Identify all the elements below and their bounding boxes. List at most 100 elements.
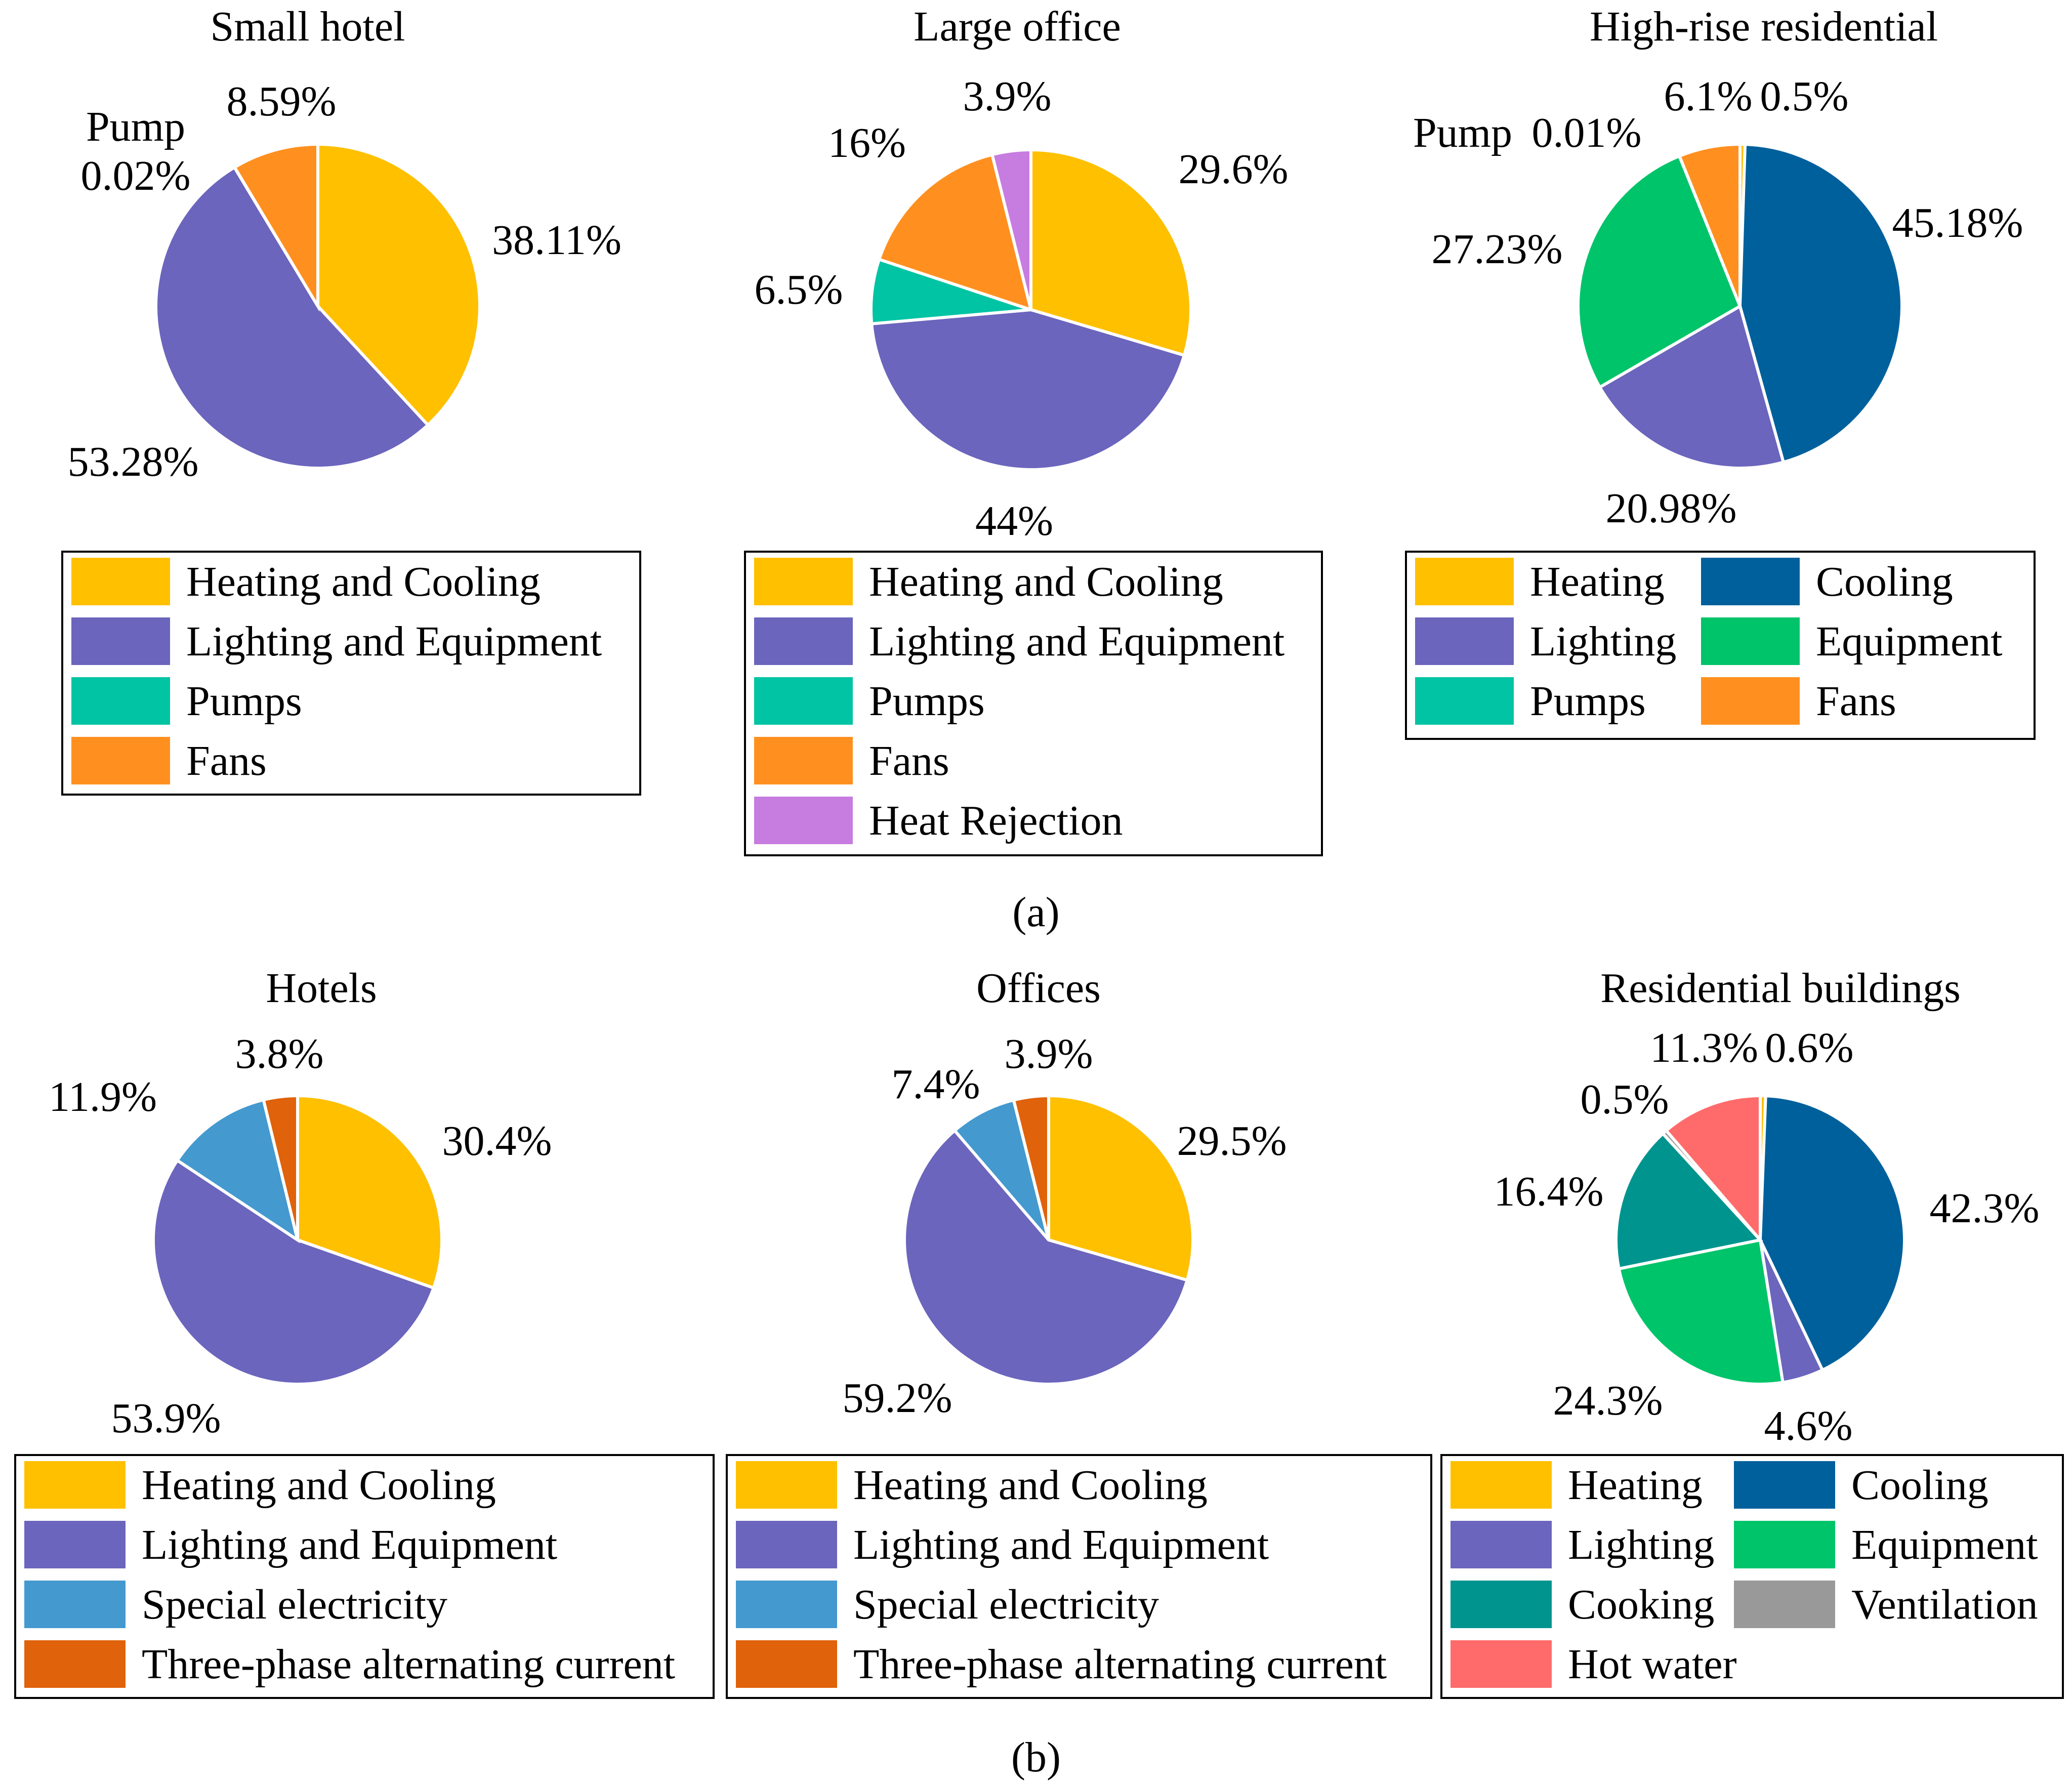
legend-label: Three-phase alternating current	[142, 1641, 675, 1688]
slice-value-label: 29.6%	[1179, 146, 1289, 193]
slice-value-label: 16%	[828, 119, 906, 167]
legend-label: Equipment	[1816, 618, 2003, 665]
legend-swatch-pumps	[754, 677, 853, 725]
charts-layer: Small hotel 38.11% 53.28% 0.02% 8.59% Pump Hea…	[14, 3, 2064, 1699]
legend-swatch-ventilation	[1734, 1581, 1835, 1628]
legend-swatch-heat-rejection	[754, 797, 853, 844]
slice-value-label: 7.4%	[892, 1061, 980, 1108]
legend-label: Heating and Cooling	[869, 558, 1223, 605]
slice-value-label: 38.11%	[492, 217, 621, 264]
slice-value-label: 44%	[975, 497, 1053, 545]
legend-swatch-special-electricity	[24, 1581, 126, 1628]
pie-slice-lighting	[1597, 304, 1786, 470]
legend-label: Lighting and Equipment	[186, 618, 602, 665]
chart-title: High-rise residential	[1590, 3, 1938, 50]
legend-swatch-fans	[754, 737, 853, 784]
pie-slice-special-electricity	[175, 1098, 300, 1243]
legend-swatch-fans	[71, 737, 170, 784]
chart-title: Large office	[914, 3, 1121, 50]
slice-value-label: 0.5%	[1581, 1076, 1669, 1123]
legend-swatch-hot-water	[1451, 1640, 1552, 1688]
pie-slice-three-phase-alternating-current	[1012, 1094, 1050, 1240]
slice-value-label: 8.59%	[227, 78, 337, 125]
legend-swatch-special-electricity	[736, 1581, 837, 1628]
legend: Heating and Cooling Lighting and Equipmen…	[14, 1454, 715, 1699]
pie-slice-cooking	[1614, 1131, 1763, 1271]
slice-value-label: 42.3%	[1930, 1185, 2040, 1232]
legend: Heating Cooling Lighting Equipment Pumps Fans	[1405, 551, 2036, 740]
legend-swatch-lighting-and-equipment	[754, 617, 853, 665]
pie-chart-high-rise-residential: High-rise residential 0.5% 45.18% 20.98% 27.…	[1405, 3, 2036, 740]
legend: Heating Cooling Lighting Equipment Cooking Ve…	[1440, 1454, 2064, 1699]
legend-label: Pumps	[186, 678, 302, 725]
legend-label: Lighting and Equipment	[142, 1521, 557, 1568]
pie-slice-heating-and-cooling	[316, 142, 481, 428]
pie-slice-lighting-and-equipment	[151, 1158, 436, 1386]
legend-label: Lighting	[1568, 1521, 1714, 1568]
legend-label: Pumps	[1530, 678, 1646, 725]
legend-swatch-fans	[1701, 677, 1800, 725]
pie-slice-fans	[232, 142, 319, 312]
legend-swatch-cooking	[1451, 1581, 1552, 1628]
legend-label: Pumps	[869, 678, 985, 725]
pie-slice-fans	[1677, 142, 1742, 307]
legend-swatch-heating-and-cooling	[71, 558, 170, 605]
legend-label: Equipment	[1851, 1521, 2038, 1568]
legend-label: Fans	[869, 737, 949, 784]
pie-chart-large-office: Large office 29.6% 44% 6.5% 16% 3.9% Heating a…	[744, 3, 1323, 856]
legend-swatch-lighting	[1415, 617, 1514, 665]
pie-chart-residential-buildings: Residential buildings 0.6% 42.3% 4.6% 24.3% 1…	[1440, 965, 2064, 1699]
legend-frame	[726, 1454, 1432, 1699]
slice-value-label: 6.1%	[1664, 73, 1753, 120]
legend-swatch-lighting-and-equipment	[736, 1521, 837, 1568]
pie-chart-offices: Offices 29.5% 59.2% 7.4% 3.9% Heating and Coo…	[726, 965, 1432, 1699]
legend-swatch-pumps	[71, 677, 170, 725]
legend-label: Cooling	[1851, 1462, 1988, 1509]
slice-value-label: 3.9%	[1005, 1030, 1093, 1077]
slice-value-label: 53.9%	[111, 1395, 221, 1442]
slice-value-label: 24.3%	[1553, 1377, 1663, 1424]
legend-label: Cooking	[1568, 1581, 1714, 1628]
legend-swatch-heating	[1451, 1461, 1552, 1509]
legend-label: Fans	[186, 737, 267, 784]
slice-value-label: 0.02%	[81, 152, 191, 199]
legend-label: Cooling	[1816, 558, 1953, 605]
legend-swatch-three-phase-alternating-current	[24, 1640, 126, 1688]
pie-slice-heat-rejection	[990, 148, 1032, 310]
legend-label: Hot water	[1568, 1641, 1737, 1688]
legend-swatch-three-phase-alternating-current	[736, 1640, 837, 1688]
legend-label: Lighting	[1530, 618, 1676, 665]
legend-label: Three-phase alternating current	[853, 1641, 1387, 1688]
pie-slice-lighting-and-equipment	[154, 165, 430, 470]
legend-label: Heat Rejection	[869, 797, 1123, 844]
slice-value-label: 0.01%	[1532, 109, 1642, 156]
legend: Heating and Cooling Lighting and Equipmen…	[726, 1454, 1432, 1699]
slice-value-label: 45.18%	[1892, 199, 2023, 246]
pie-slice-heating-and-cooling	[1029, 148, 1192, 357]
slice-value-label: 59.2%	[843, 1375, 952, 1422]
slice-value-label: 0.5%	[1760, 73, 1849, 120]
slice-annotation: Pump	[86, 103, 185, 150]
slice-value-label: 0.6%	[1765, 1024, 1854, 1071]
legend-swatch-pumps	[1415, 677, 1514, 725]
legend: Heating and Cooling Lighting and Equipmen…	[744, 551, 1323, 856]
slice-value-label: 27.23%	[1432, 226, 1563, 273]
pie-slice-cooling	[1758, 1094, 1906, 1373]
legend-label: Special electricity	[142, 1581, 447, 1628]
legend: Heating and Cooling Lighting and Equipmen…	[61, 551, 641, 796]
slice-annotation: Pump	[1413, 109, 1512, 156]
slice-value-label: 53.28%	[68, 438, 199, 485]
pie-chart-small-hotel: Small hotel 38.11% 53.28% 0.02% 8.59% Pump Hea…	[61, 3, 641, 796]
chart-title: Small hotel	[211, 3, 405, 50]
slice-value-label: 30.4%	[442, 1117, 552, 1165]
slice-value-label: 3.8%	[235, 1030, 324, 1077]
slice-value-label: 16.4%	[1494, 1168, 1604, 1215]
pie-chart-hotels: Hotels 30.4% 53.9% 11.9% 3.8% Heating and Coo…	[14, 965, 715, 1699]
legend-swatch-lighting-and-equipment	[71, 617, 170, 665]
legend-label: Heating and Cooling	[853, 1462, 1208, 1509]
legend-label: Heating and Cooling	[142, 1462, 496, 1509]
legend-swatch-equipment	[1734, 1521, 1835, 1568]
legend-swatch-heating	[1415, 558, 1514, 605]
slice-value-label: 6.5%	[755, 266, 843, 313]
